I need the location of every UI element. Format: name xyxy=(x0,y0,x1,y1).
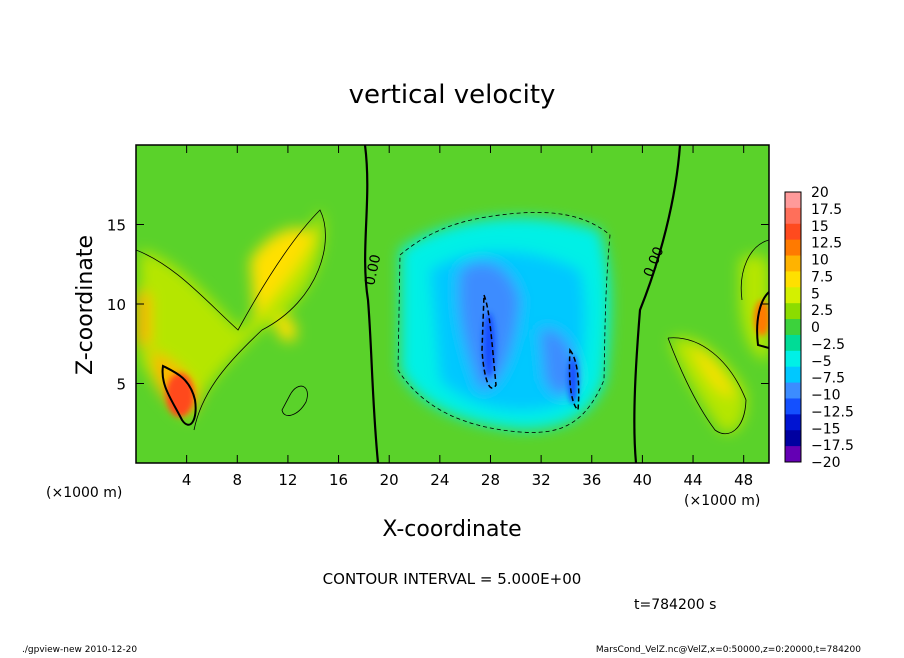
footer-right: MarsCond_VelZ.nc@VelZ,x=0:50000,z=0:2000… xyxy=(596,645,861,654)
x-axis-label: X-coordinate xyxy=(382,517,521,542)
colorbar-swatch xyxy=(785,271,801,288)
x-tick-label: 16 xyxy=(329,471,348,489)
colorbar-label: 5 xyxy=(811,286,820,302)
colorbar-swatch xyxy=(785,446,801,463)
y-axis-label: Z-coordinate xyxy=(73,235,98,375)
x-tick-label: 12 xyxy=(278,471,297,489)
colorbar-label: 12.5 xyxy=(811,236,842,252)
colorbar-swatch xyxy=(785,366,801,384)
colorbar-label: −5 xyxy=(811,354,832,370)
contour-label-left: 0.00 xyxy=(362,253,384,287)
colorbar-label: 0 xyxy=(811,320,820,336)
z-tick-label: 10 xyxy=(107,296,126,314)
colorbar-label: −10 xyxy=(811,388,841,404)
x-tick-label: 24 xyxy=(430,471,449,489)
x-tick-label: 8 xyxy=(233,471,243,489)
colorbar-label: 17.5 xyxy=(811,202,842,218)
colorbar-label: −2.5 xyxy=(811,337,845,353)
colorbar-swatch xyxy=(785,287,801,304)
colorbar-swatch xyxy=(785,430,801,447)
colorbar-label: −20 xyxy=(811,455,841,471)
colorbar-swatch xyxy=(785,239,801,257)
x-tick-label: 40 xyxy=(633,471,652,489)
x-tick-label: 4 xyxy=(182,471,192,489)
colorbar-swatch xyxy=(785,334,801,352)
colorbar-label: −7.5 xyxy=(811,371,845,387)
footer-left: ./gpview-new 2010-12-20 xyxy=(22,645,137,654)
colorbar-label: −12.5 xyxy=(811,404,854,420)
colorbar-swatch xyxy=(785,398,801,415)
colorbar-swatch xyxy=(785,223,801,241)
z-tick-label: 5 xyxy=(116,376,126,394)
colorbar-label: 20 xyxy=(811,185,829,201)
colorbar-swatch xyxy=(785,382,801,399)
colorbar-swatch xyxy=(785,319,801,336)
colorbar-swatch xyxy=(785,255,801,272)
x-tick-label: 28 xyxy=(481,471,500,489)
z-tick-label: 15 xyxy=(107,217,126,235)
chart-title: vertical velocity xyxy=(349,80,556,110)
colorbar-label: 15 xyxy=(811,219,829,235)
x-tick-label: 20 xyxy=(380,471,399,489)
time-label: t=784200 s xyxy=(634,597,716,613)
colorbar-swatch xyxy=(785,192,801,209)
colorbar-label: −17.5 xyxy=(811,438,854,454)
contour-interval: CONTOUR INTERVAL = 5.000E+00 xyxy=(323,570,582,588)
colorbar-swatch xyxy=(785,207,801,225)
x-tick-label: 32 xyxy=(532,471,551,489)
x-unit-label: (×1000 m) xyxy=(46,485,122,501)
colorbar-frame xyxy=(784,191,802,463)
colorbar-label: −15 xyxy=(811,421,841,437)
velocity-field xyxy=(136,145,769,463)
colorbar-swatch xyxy=(785,350,801,368)
x-tick-label: 36 xyxy=(582,471,601,489)
colorbar: 2017.51512.5107.552.50−2.5−5−7.5−10−12.5… xyxy=(784,185,854,471)
x-tick-label: 48 xyxy=(734,471,753,489)
x-tick-label: 44 xyxy=(683,471,702,489)
colorbar-swatch xyxy=(785,303,801,320)
colorbar-label: 2.5 xyxy=(811,303,833,319)
colorbar-label: 7.5 xyxy=(811,269,833,285)
colorbar-label: 10 xyxy=(811,253,829,269)
x-unit-label-right: (×1000 m) xyxy=(684,493,760,509)
colorbar-swatch xyxy=(785,414,801,431)
